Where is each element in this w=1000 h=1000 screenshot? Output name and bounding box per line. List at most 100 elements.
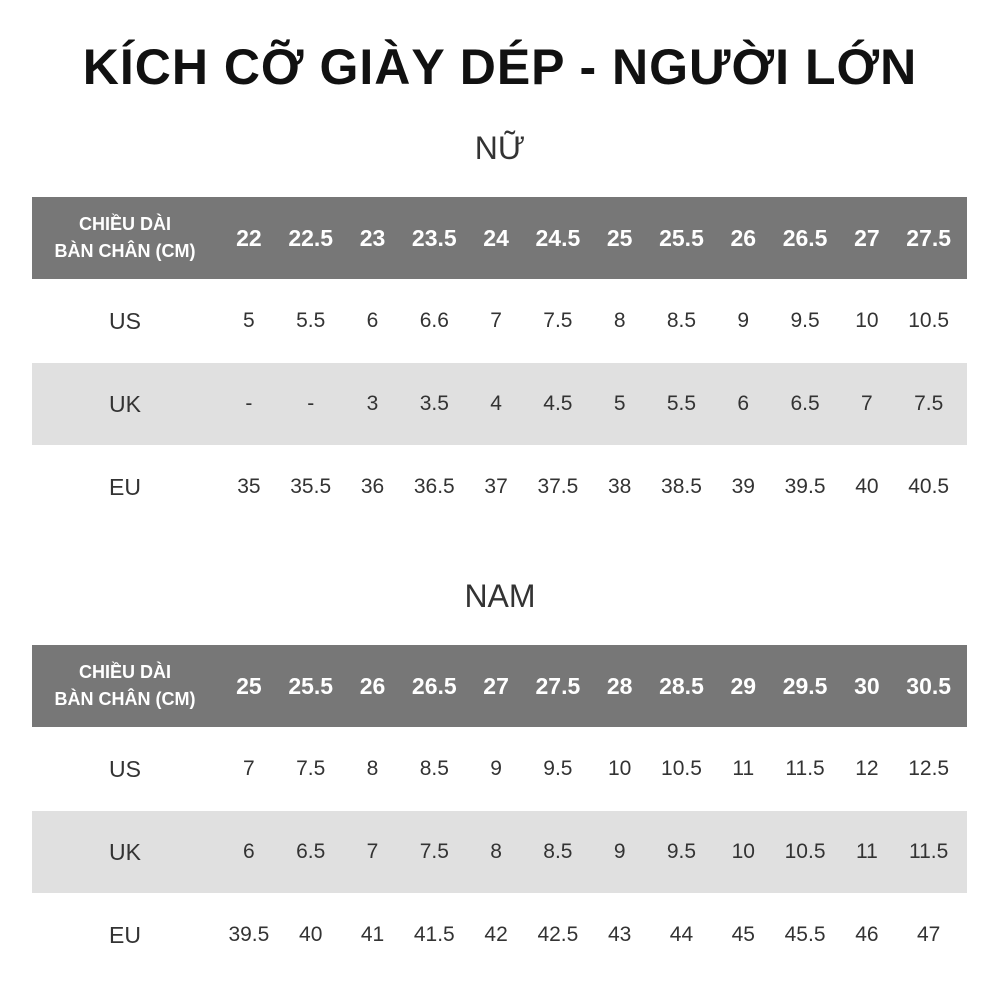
- foot-length-header: 22.5: [288, 224, 334, 251]
- header-label-line2: BÀN CHÂN (CM): [54, 241, 196, 261]
- header-label-line2: BÀN CHÂN (CM): [54, 689, 196, 709]
- size-cell: 5: [613, 392, 626, 415]
- row-label: UK: [109, 838, 141, 865]
- size-cell: 6: [366, 309, 379, 332]
- size-cell: 40.5: [908, 475, 950, 498]
- size-cell: 7.5: [543, 309, 573, 332]
- size-cell: 45: [731, 923, 755, 946]
- header-label: CHIỀU DÀI BÀN CHÂN (CM): [32, 211, 218, 265]
- size-cell: 6: [243, 840, 255, 863]
- size-row-eu: EU 35 35.5 36 36.5 37 37.5 38 38.5 39 39.5 40 40.5: [32, 445, 967, 529]
- size-cell: 7: [490, 309, 502, 332]
- size-cell: 44: [669, 923, 694, 946]
- size-cell: 10.5: [661, 757, 702, 780]
- size-cell: 10.5: [908, 309, 950, 332]
- size-cell: 8: [490, 840, 502, 863]
- size-cell: 12: [855, 757, 879, 780]
- size-cell: 46: [855, 923, 879, 946]
- size-cell: 41: [360, 923, 385, 946]
- size-cell: 43: [608, 923, 632, 946]
- size-cell: 8.5: [666, 309, 697, 332]
- foot-length-header: 26.5: [782, 224, 828, 251]
- size-cell: 8: [613, 309, 626, 332]
- foot-length-header: 26: [730, 224, 757, 251]
- size-cell: 10: [731, 840, 755, 863]
- size-cell: 11: [855, 840, 878, 863]
- foot-length-header: 29.5: [782, 672, 828, 699]
- size-cell: 38.5: [661, 475, 702, 498]
- size-cell: 5.5: [666, 392, 697, 415]
- size-cell: 9.5: [790, 309, 820, 332]
- size-table-women: CHIỀU DÀI BÀN CHÂN (CM) 22 22.5 23 23.5 24 24.5…: [32, 197, 967, 529]
- size-cell: 38: [608, 475, 632, 498]
- foot-length-header: 24: [483, 224, 509, 251]
- size-cell: 11.5: [785, 757, 825, 780]
- size-cell: 7: [243, 757, 255, 780]
- size-cell: 39: [731, 475, 755, 498]
- size-cell: 36.5: [413, 475, 455, 498]
- size-cell: 11.5: [909, 840, 949, 863]
- foot-length-header: 25: [236, 672, 262, 699]
- size-cell: 7.5: [914, 392, 944, 415]
- size-cell: 9: [490, 757, 502, 780]
- foot-length-header: 28: [606, 672, 633, 699]
- size-cell: 8: [366, 757, 379, 780]
- size-cell: 40: [855, 475, 879, 498]
- size-cell: 39.5: [784, 475, 826, 498]
- size-cell: 6: [737, 392, 750, 415]
- section-title-men: NAM: [464, 578, 536, 614]
- size-row-uk: UK 6 6.5 7 7.5 8 8.5 9 9.5 10 10.5 11 11.5: [32, 811, 967, 893]
- foot-length-header: 27: [483, 672, 509, 699]
- section-title-women: NỮ: [474, 130, 526, 166]
- size-row-us: US 5 5.5 6 6.6 7 7.5 8 8.5 9 9.5 10 10.5: [32, 279, 967, 363]
- foot-length-header: 25.5: [659, 224, 704, 251]
- size-cell: 3.5: [419, 392, 449, 415]
- size-cell: 37.5: [537, 475, 579, 498]
- size-cell: 10.5: [784, 840, 826, 863]
- size-cell: 41.5: [413, 923, 455, 946]
- size-cell: 9.5: [543, 757, 573, 780]
- size-cell: 10: [855, 309, 879, 332]
- size-cell: 6.5: [790, 392, 820, 415]
- size-cell: 12.5: [908, 757, 950, 780]
- row-label: EU: [109, 473, 141, 500]
- foot-length-header: 25.5: [288, 672, 334, 699]
- size-table-men: CHIỀU DÀI BÀN CHÂN (CM) 25 25.5 26 26.5 27 27.5…: [32, 645, 967, 977]
- foot-length-header: 26.5: [411, 672, 457, 699]
- size-cell: 7.5: [296, 757, 326, 780]
- size-cell: 11: [732, 757, 755, 780]
- size-cell: 9.5: [666, 840, 697, 863]
- foot-length-header: 22: [236, 224, 262, 251]
- size-cell: 9: [737, 309, 750, 332]
- foot-length-header: 24.5: [535, 224, 581, 251]
- size-cell: 36: [360, 475, 385, 498]
- size-cell: 9: [613, 840, 626, 863]
- size-cell: 7: [861, 392, 873, 415]
- header-label-line1: CHIỀU DÀI: [78, 214, 171, 234]
- size-cell: 39.5: [228, 923, 270, 946]
- size-cell: 4.5: [543, 392, 573, 415]
- header-row: CHIỀU DÀI BÀN CHÂN (CM) 22 22.5 23 23.5 24 24.5…: [32, 197, 967, 279]
- size-cell: 4: [490, 392, 502, 415]
- foot-length-header: 28.5: [659, 672, 704, 699]
- size-cell: 37: [484, 475, 508, 498]
- size-cell: -: [307, 392, 315, 415]
- size-cell: 35: [237, 475, 261, 498]
- foot-length-header: 30.5: [906, 672, 952, 699]
- row-label: US: [109, 755, 141, 782]
- size-row-eu: EU 39.5 40 41 41.5 42 42.5 43 44 45 45.5 46 47: [32, 893, 967, 977]
- size-cell: 5: [243, 309, 255, 332]
- size-cell: 7.5: [419, 840, 449, 863]
- foot-length-header: 27: [854, 224, 880, 251]
- foot-length-header: 29: [730, 672, 757, 699]
- size-cell: 8.5: [419, 757, 449, 780]
- size-cell: 6.6: [419, 309, 449, 332]
- header-row: CHIỀU DÀI BÀN CHÂN (CM) 25 25.5 26 26.5 27 27.5…: [32, 645, 967, 727]
- foot-length-header: 27.5: [906, 224, 952, 251]
- page-title: KÍCH CỠ GIÀY DÉP - NGƯỜI LỚN: [82, 39, 918, 95]
- size-cell: 3: [366, 392, 379, 415]
- row-label: UK: [109, 390, 141, 417]
- foot-length-header: 23.5: [411, 224, 457, 251]
- size-cell: 6.5: [296, 840, 326, 863]
- size-cell: 45.5: [784, 923, 826, 946]
